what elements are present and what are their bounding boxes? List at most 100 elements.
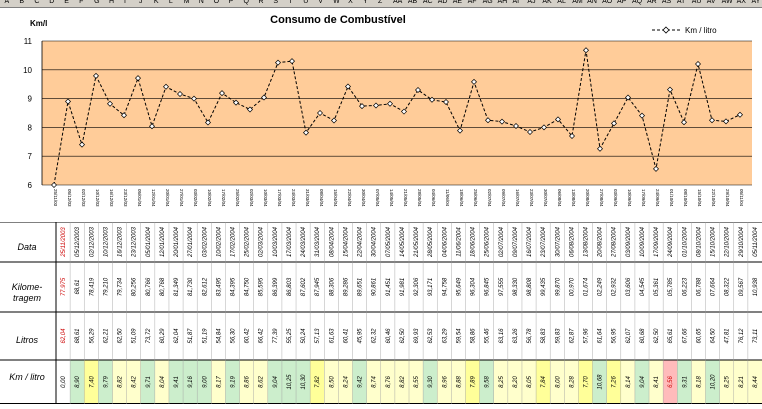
table-cell[interactable]: 68,61 [75,328,81,343]
table-cell[interactable]: 04,545 [640,277,646,296]
column-letter[interactable]: AA [392,0,403,5]
table-cell[interactable]: 14/05/2004 [400,226,406,257]
column-letter[interactable]: AM [572,0,583,5]
table-cell[interactable]: 10,20 [711,374,717,390]
column-letter[interactable]: AO [602,0,613,5]
table-cell[interactable]: 59,83 [555,328,561,344]
column-letter[interactable]: H [109,0,115,5]
table-cell[interactable]: 51,19 [202,328,208,344]
column-letter[interactable]: AI [512,0,520,5]
table-cell[interactable]: 8,25 [725,376,731,388]
table-cell[interactable]: 09/07/2004 [513,226,519,257]
column-letter[interactable]: AR [646,0,657,5]
table-cell[interactable]: 9,71 [146,376,152,388]
table-cell[interactable]: 97,555 [499,277,505,296]
table-cell[interactable]: 8,00 [555,376,561,388]
table-cell[interactable]: 12/01/2004 [160,226,166,257]
column-letter[interactable]: F [79,0,84,5]
column-letter[interactable]: AT [676,0,686,5]
column-letter[interactable]: AV [706,0,716,5]
table-cell[interactable]: 22/10/2004 [725,226,731,258]
table-cell[interactable]: 51,09 [132,328,138,344]
table-cell[interactable]: 7,70 [584,376,590,388]
column-letter[interactable]: V [318,0,323,5]
table-cell[interactable]: 60,42 [245,328,251,344]
table-cell[interactable]: 9,42 [358,376,364,388]
table-cell[interactable]: 06,788 [696,277,702,296]
column-letter[interactable]: I [124,0,126,5]
table-cell[interactable]: 83,495 [216,277,222,296]
table-cell[interactable]: 01/10/2004 [682,226,688,257]
column-letter[interactable]: AY [751,0,761,5]
table-cell[interactable]: 55,25 [287,328,293,344]
column-letter[interactable]: AG [482,0,493,5]
table-cell[interactable]: 7,84 [541,376,547,388]
column-letter[interactable]: U [303,0,309,5]
column-letter[interactable]: O [213,0,220,5]
column-letter[interactable]: Y [363,0,368,5]
table-cell[interactable]: 8,86 [245,376,251,388]
table-cell[interactable]: 02,249 [598,277,604,296]
table-cell[interactable]: 10,25 [287,374,293,390]
table-cell[interactable]: 08/10/2004 [696,226,702,257]
table-cell[interactable]: 02/07/2004 [499,226,505,257]
table-cell[interactable]: 15/10/2004 [711,226,717,257]
table-cell[interactable]: 04/06/2004 [442,226,448,257]
table-cell[interactable]: 60,46 [386,328,392,344]
column-letter[interactable]: C [34,0,40,5]
table-cell[interactable]: 24/09/2004 [668,226,674,258]
column-letter[interactable]: S [273,0,279,5]
column-letter[interactable]: AD [437,0,448,5]
column-letter[interactable]: N [198,0,204,5]
table-cell[interactable]: 17/02/2004 [231,226,237,257]
table-cell[interactable]: 20/08/2004 [598,226,604,258]
table-cell[interactable]: 58,83 [541,328,547,344]
table-cell[interactable]: 03,606 [626,277,632,296]
table-cell[interactable]: 06,223 [682,277,688,296]
table-cell[interactable]: 62,50 [118,328,124,344]
table-cell[interactable]: 10/03/2004 [273,226,279,257]
column-letter[interactable]: AX [736,0,746,5]
table-cell[interactable]: 68,61 [75,279,81,294]
table-cell[interactable]: 62,21 [103,328,109,343]
table-cell[interactable]: 56,29 [89,328,95,344]
table-cell[interactable]: 79,210 [103,277,109,296]
table-cell[interactable]: 23/07/2004 [541,226,547,258]
table-cell[interactable]: 63,16 [499,328,505,344]
table-cell[interactable]: 9,00 [202,376,208,388]
column-letter[interactable]: A [4,0,10,5]
column-letter[interactable]: AS [661,0,672,5]
column-letter[interactable]: D [49,0,55,5]
table-cell[interactable]: 21/05/2004 [414,226,420,258]
table-cell[interactable]: 06/08/2004 [569,226,575,257]
table-cell[interactable]: 62,07 [626,328,632,344]
table-cell[interactable]: 91,981 [400,278,406,296]
table-cell[interactable]: 57,96 [584,328,590,344]
table-cell[interactable]: 60,65 [696,328,702,344]
table-cell[interactable]: 7,26 [612,376,618,388]
table-cell[interactable]: 8,88 [456,376,462,388]
table-cell[interactable]: 79,734 [118,277,124,296]
table-cell[interactable]: 65,61 [668,328,674,343]
column-letter[interactable]: AH [497,0,508,5]
table-cell[interactable]: 94,758 [442,277,448,296]
table-cell[interactable]: 9,58 [485,376,491,388]
table-cell[interactable]: 95,649 [456,277,462,296]
column-letter[interactable]: AP [617,0,627,5]
table-cell[interactable]: 05/12/2003 [75,226,81,257]
column-letter[interactable]: R [258,0,264,5]
table-cell[interactable]: 17/09/2004 [654,226,660,257]
table-cell[interactable]: 20/01/2004 [174,226,180,258]
column-letter[interactable]: AB [407,0,418,5]
table-cell[interactable]: 59,54 [456,328,462,344]
table-cell[interactable]: 7,40 [89,376,95,388]
table-cell[interactable]: 77,39 [273,328,279,344]
column-letter[interactable]: AJ [527,0,536,5]
table-cell[interactable]: 02/12/2003 [89,226,95,257]
table-cell[interactable]: 9,79 [103,376,109,388]
table-cell[interactable]: 24/03/2004 [301,226,307,258]
table-cell[interactable]: 62,32 [372,328,378,344]
table-cell[interactable]: 8,25 [499,376,505,388]
table-cell[interactable]: 56,95 [612,328,618,344]
table-cell[interactable]: 9,04 [273,376,279,388]
